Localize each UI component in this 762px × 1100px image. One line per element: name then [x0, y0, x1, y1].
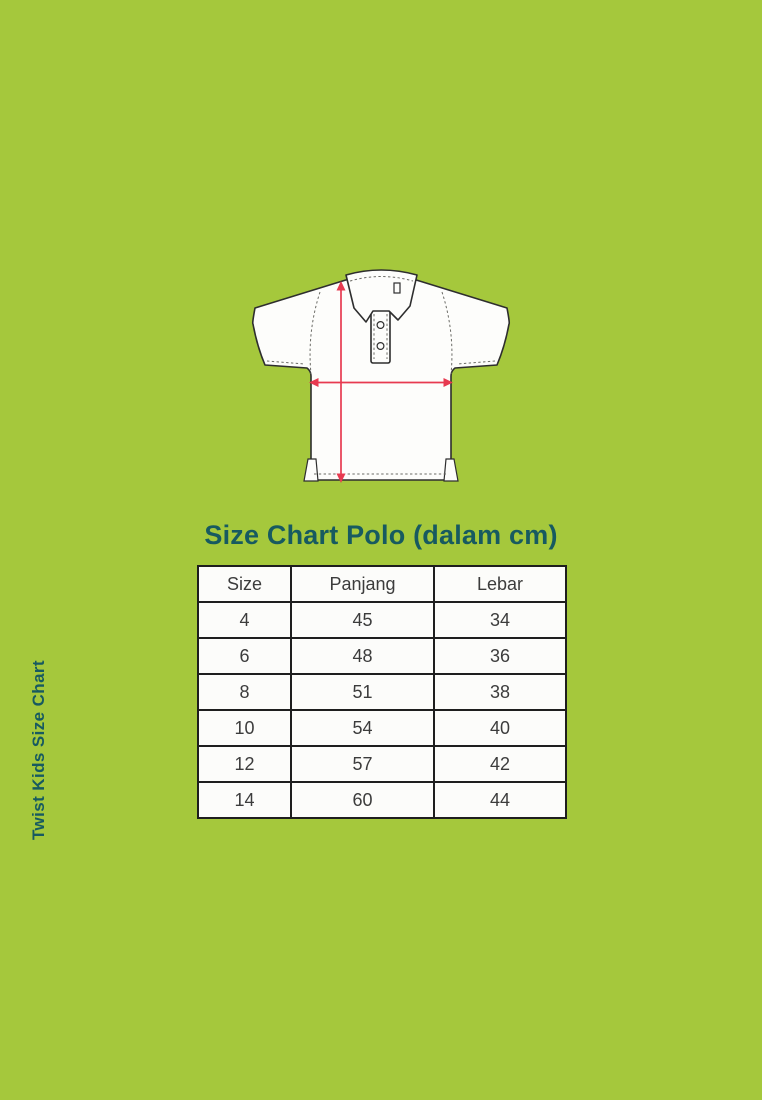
- lebar-horizontal-arrow: [309, 378, 453, 387]
- vertical-brand-label: Twist Kids Size Chart: [29, 659, 48, 841]
- shirt-placket: [370, 309, 391, 364]
- column-header-size: Size: [197, 565, 292, 603]
- table-cell: 57: [290, 745, 435, 783]
- table-cell: 42: [433, 745, 567, 783]
- page-title: Size Chart Polo (dalam cm): [204, 520, 558, 550]
- table-cell: 40: [433, 709, 567, 747]
- table-body: 4 45 34 6 48 36 8 51 38 10 54 40 12 57 42 14 60 44: [197, 601, 567, 819]
- table-cell: 10: [197, 709, 292, 747]
- column-header-panjang: Panjang: [290, 565, 435, 603]
- right-hem-vent: [443, 458, 459, 482]
- table-cell: 6: [197, 637, 292, 675]
- polo-shirt-illustration: [228, 262, 534, 498]
- table-cell: 14: [197, 781, 292, 819]
- table-cell: 54: [290, 709, 435, 747]
- table-cell: 48: [290, 637, 435, 675]
- table-cell: 60: [290, 781, 435, 819]
- table-header-row: Size Panjang Lebar: [197, 565, 567, 603]
- table-row: 8 51 38: [197, 673, 567, 711]
- table-cell: 36: [433, 637, 567, 675]
- stitch-lines: [266, 276, 496, 475]
- table-cell: 38: [433, 673, 567, 711]
- table-cell: 4: [197, 601, 292, 639]
- table-cell: 8: [197, 673, 292, 711]
- table-cell: 45: [290, 601, 435, 639]
- table-row: 12 57 42: [197, 745, 567, 783]
- table-row: 14 60 44: [197, 781, 567, 819]
- polo-shirt-diagram: [251, 269, 511, 483]
- table-cell: 34: [433, 601, 567, 639]
- button-icon: [376, 320, 385, 329]
- size-chart-table: Size Panjang Lebar 4 45 34 6 48 36 8 51 38 10 54 40 12…: [197, 565, 567, 819]
- table-row: 4 45 34: [197, 601, 567, 639]
- column-header-lebar: Lebar: [433, 565, 567, 603]
- table-cell: 51: [290, 673, 435, 711]
- shirt-body: [251, 278, 511, 481]
- button-icon: [376, 341, 385, 350]
- left-hem-vent: [303, 458, 319, 482]
- table-row: 6 48 36: [197, 637, 567, 675]
- table-row: 10 54 40: [197, 709, 567, 747]
- table-cell: 44: [433, 781, 567, 819]
- neck-tag: [393, 282, 401, 294]
- table-cell: 12: [197, 745, 292, 783]
